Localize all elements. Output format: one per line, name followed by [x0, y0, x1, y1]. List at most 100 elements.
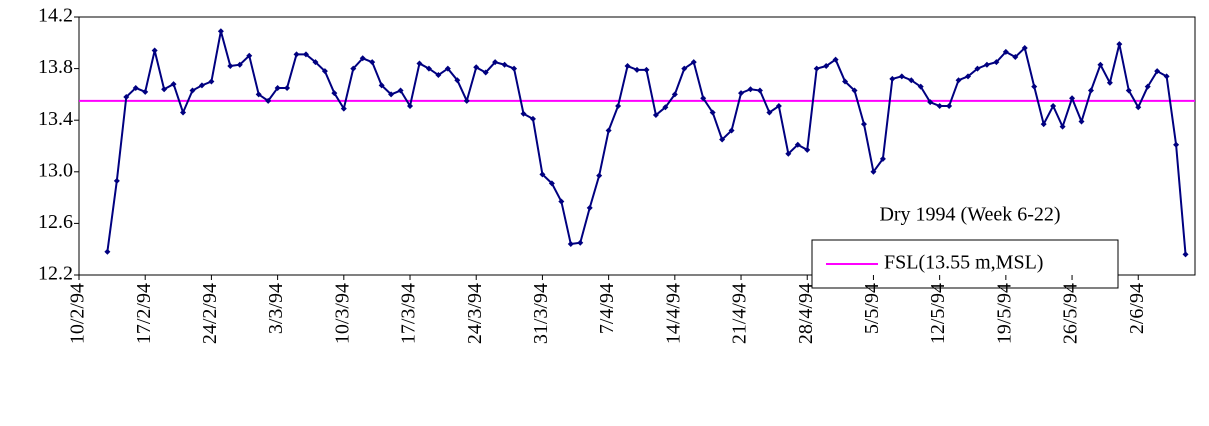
point — [511, 65, 518, 72]
point — [1087, 87, 1094, 94]
point — [435, 72, 442, 79]
point — [908, 77, 915, 84]
point — [898, 73, 905, 80]
point — [501, 61, 508, 68]
point — [577, 239, 584, 246]
x-tick-label: 21/4/94 — [729, 283, 751, 344]
point — [482, 69, 489, 76]
point — [700, 95, 707, 102]
point — [132, 84, 139, 91]
x-tick-label: 12/5/94 — [927, 283, 949, 344]
y-tick-label: 12.6 — [38, 211, 73, 233]
y-tick-label: 12.2 — [38, 263, 73, 285]
point — [1182, 251, 1189, 258]
point — [293, 51, 300, 58]
point — [198, 82, 205, 89]
x-tick-label: 17/3/94 — [398, 283, 420, 344]
point — [407, 103, 414, 110]
point — [180, 109, 187, 116]
point — [340, 105, 347, 112]
x-tick-label: 3/3/94 — [265, 283, 287, 334]
point — [766, 109, 773, 116]
point — [208, 78, 215, 85]
point — [823, 63, 830, 70]
point — [1078, 118, 1085, 125]
point — [104, 248, 111, 255]
x-tick-label: 14/4/94 — [662, 283, 684, 344]
point — [539, 171, 546, 178]
point — [1106, 79, 1113, 86]
point — [492, 59, 499, 66]
plot-frame — [78, 16, 1196, 276]
point — [813, 65, 820, 72]
point — [728, 127, 735, 134]
point — [879, 155, 886, 162]
point — [161, 86, 168, 93]
point — [444, 65, 451, 72]
y-tick-label: 14.2 — [38, 5, 73, 27]
point — [775, 103, 782, 110]
point — [217, 28, 224, 35]
x-tick-label: 28/4/94 — [795, 283, 817, 344]
point — [634, 66, 640, 73]
point — [113, 177, 120, 184]
point — [255, 91, 262, 98]
point — [246, 52, 253, 59]
point — [615, 103, 622, 110]
point — [567, 241, 574, 248]
point — [794, 141, 801, 148]
x-tick-label: 10/2/94 — [67, 283, 89, 344]
point — [123, 93, 130, 100]
point — [170, 81, 177, 88]
point — [151, 47, 158, 54]
point — [350, 65, 357, 72]
point — [388, 91, 395, 98]
point — [1021, 44, 1028, 51]
x-tick-label: 24/2/94 — [199, 283, 221, 344]
point — [605, 127, 612, 134]
point — [265, 97, 272, 104]
legend-label: FSL(13.55 m,MSL) — [884, 252, 1043, 274]
point — [454, 77, 461, 84]
point — [142, 88, 149, 95]
point — [804, 146, 811, 153]
point — [312, 59, 319, 66]
x-tick-label: 7/4/94 — [596, 283, 618, 334]
point — [274, 84, 281, 91]
point — [378, 82, 385, 89]
point — [1154, 68, 1161, 75]
point — [416, 60, 423, 67]
point — [1125, 87, 1132, 94]
point — [463, 97, 470, 104]
point — [302, 51, 309, 58]
point — [284, 84, 291, 91]
point — [681, 65, 688, 72]
point — [1144, 83, 1151, 90]
point — [321, 68, 328, 75]
point — [397, 87, 404, 94]
x-tick-label: 10/3/94 — [331, 283, 353, 344]
point — [1173, 141, 1180, 148]
annotation: Dry 1994 (Week 6-22) — [879, 204, 1060, 226]
point — [955, 77, 962, 84]
point — [965, 73, 972, 80]
point — [662, 104, 669, 111]
point — [1012, 53, 1019, 60]
point — [974, 65, 981, 72]
point — [936, 103, 943, 110]
x-tick-label: 17/2/94 — [133, 283, 155, 344]
point — [643, 66, 650, 73]
x-tick-label: 2/6/94 — [1126, 283, 1148, 334]
point — [709, 109, 716, 116]
point — [652, 112, 659, 119]
point — [671, 91, 678, 98]
point — [1059, 123, 1066, 130]
point — [1040, 121, 1047, 128]
point — [189, 87, 196, 94]
point — [1050, 103, 1057, 110]
point — [473, 64, 480, 71]
point — [1163, 73, 1170, 80]
point — [860, 121, 867, 128]
point — [738, 90, 745, 97]
